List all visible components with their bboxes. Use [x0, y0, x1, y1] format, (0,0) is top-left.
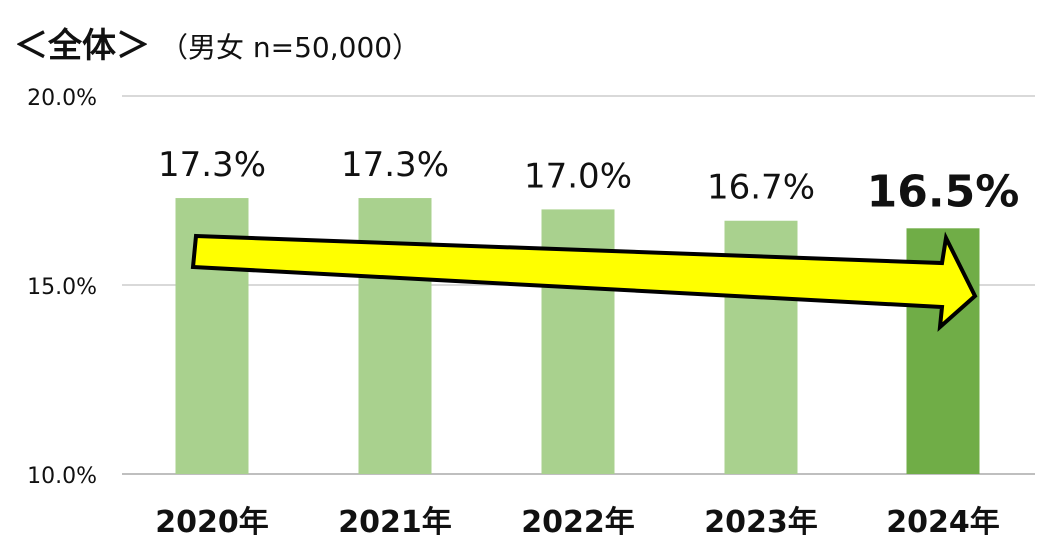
data-label: 17.0% — [524, 156, 632, 196]
x-tick-label: 2022年 — [521, 505, 635, 540]
chart-title: ＜全体＞ （男女 n=50,000） — [14, 22, 420, 72]
chart-subtitle: （男女 n=50,000） — [160, 31, 421, 64]
data-label: 16.5% — [867, 166, 1020, 217]
x-tick-label: 2024年 — [886, 505, 1000, 540]
x-axis-tick-labels: 2020年 2021年 2022年 2023年 2024年 — [155, 505, 1000, 540]
data-label: 17.3% — [158, 145, 266, 185]
y-tick-label: 15.0% — [27, 275, 97, 300]
trend-arrow-icon — [190, 231, 978, 332]
y-tick-label: 10.0% — [27, 464, 97, 489]
data-labels: 17.3% 17.3% 17.0% 16.7% 16.5% — [158, 145, 1019, 217]
x-tick-label: 2020年 — [155, 505, 269, 540]
chart-title-main: ＜全体＞ — [14, 26, 150, 66]
bar — [358, 198, 432, 474]
x-tick-label: 2023年 — [704, 505, 818, 540]
trend-arrow — [190, 231, 978, 332]
data-label: 16.7% — [707, 168, 815, 208]
x-tick-label: 2021年 — [338, 505, 452, 540]
data-label: 17.3% — [341, 145, 449, 185]
y-axis-tick-labels: 10.0% 15.0% 20.0% — [27, 86, 97, 489]
y-tick-label: 20.0% — [27, 86, 97, 111]
